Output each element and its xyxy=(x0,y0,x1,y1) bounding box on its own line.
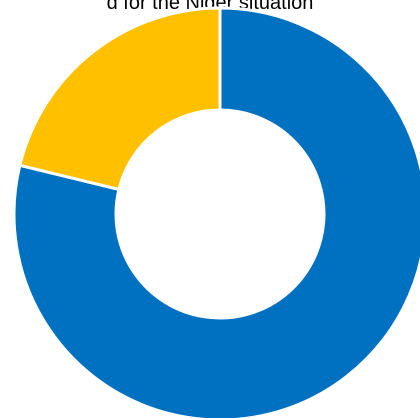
donut-slices xyxy=(12,6,420,418)
donut-slice-1 xyxy=(12,6,420,418)
donut-slice-2 xyxy=(18,6,222,192)
